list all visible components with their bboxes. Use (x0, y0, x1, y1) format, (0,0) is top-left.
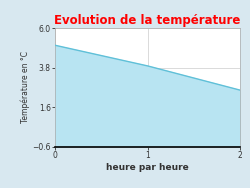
X-axis label: heure par heure: heure par heure (106, 163, 189, 172)
Title: Evolution de la température: Evolution de la température (54, 14, 241, 27)
Y-axis label: Température en °C: Température en °C (20, 52, 30, 123)
